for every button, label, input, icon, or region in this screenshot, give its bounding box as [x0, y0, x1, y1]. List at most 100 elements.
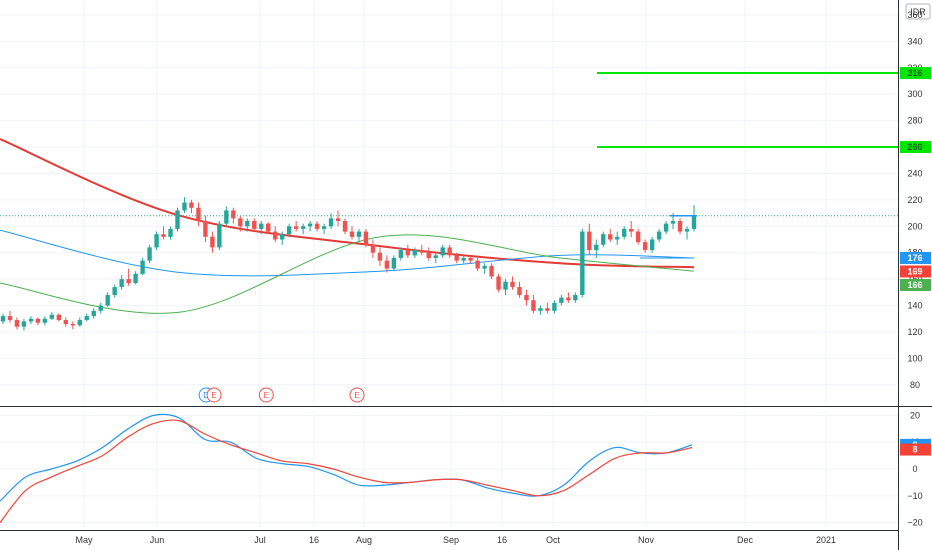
- candle-body: [293, 226, 299, 229]
- candle-body: [0, 316, 6, 322]
- candle-body: [112, 287, 117, 295]
- candle-body: [566, 297, 571, 301]
- target-badge-bg: [900, 67, 931, 80]
- event-marker: [206, 387, 222, 403]
- price-badge: 166: [907, 280, 922, 290]
- candle-body: [196, 207, 201, 221]
- candle-body: [42, 318, 48, 323]
- candle-body: [587, 231, 592, 251]
- candle-body: [84, 316, 89, 321]
- candle-body: [552, 302, 557, 311]
- candle-body: [580, 231, 585, 295]
- resistance-line[interactable]: [0, 214, 898, 259]
- price-badge: 169: [907, 266, 922, 276]
- candle-body: [217, 223, 222, 248]
- candle-body: [615, 236, 620, 240]
- candle-body: [238, 218, 243, 227]
- time-tick-label: 2021: [816, 535, 836, 545]
- price-axis[interactable]: 8010012014016018020022024026028030032034…: [907, 10, 922, 390]
- candle-body: [286, 226, 292, 235]
- candle-body: [454, 255, 459, 261]
- candle-body: [300, 226, 306, 229]
- event-label: E: [354, 391, 359, 400]
- candle-body: [433, 255, 438, 258]
- time-tick-label: Sep: [443, 535, 459, 545]
- macd-axis[interactable]: −20−1001020: [907, 410, 922, 527]
- candle-body: [161, 234, 166, 237]
- candle-body: [314, 223, 320, 229]
- time-tick-label: May: [75, 535, 93, 545]
- candle-body: [684, 228, 690, 232]
- target-badge: 260: [907, 142, 922, 152]
- candle-body: [398, 250, 404, 258]
- price-tick-label: 360: [907, 10, 922, 20]
- candle-body: [119, 279, 124, 288]
- time-tick-label: Jun: [150, 535, 165, 545]
- candle-body: [307, 223, 313, 227]
- price-tick-label: 340: [907, 36, 922, 46]
- candle-body: [91, 310, 96, 317]
- signal-line: [0, 419, 693, 524]
- candle-body: [440, 247, 445, 256]
- candle-body: [461, 257, 466, 261]
- candle-body: [370, 244, 376, 253]
- currency-label: IDR: [910, 7, 926, 17]
- candle-body: [670, 220, 676, 224]
- price-tick-label: 240: [907, 168, 922, 178]
- candle-body: [356, 231, 362, 237]
- candle-body: [266, 223, 271, 232]
- event-marker: [349, 387, 365, 403]
- candle-body: [342, 220, 348, 232]
- candle-body: [524, 294, 529, 301]
- macd-tick-label: 0: [912, 464, 917, 474]
- target-badge-bg: [900, 141, 931, 154]
- price-badge-bg: [900, 278, 931, 291]
- candle-body: [419, 250, 424, 253]
- candle-body: [252, 220, 257, 229]
- candle-body: [98, 305, 103, 311]
- candle-body: [363, 231, 369, 245]
- candle-body: [594, 244, 599, 251]
- candle-body: [642, 242, 648, 251]
- candle-body: [405, 250, 411, 256]
- price-tick-label: 300: [907, 89, 922, 99]
- price-tick-label: 120: [907, 327, 922, 337]
- time-tick-label: Oct: [546, 535, 561, 545]
- time-tick-label: Jul: [254, 535, 266, 545]
- candle-body: [154, 234, 159, 248]
- target-lines: [597, 72, 898, 149]
- candle-body: [510, 281, 515, 288]
- candle-body: [35, 318, 41, 323]
- candle-body: [189, 202, 194, 208]
- event-label: D: [203, 391, 209, 400]
- time-axis[interactable]: May Jun Jul 16 Aug Sep 16 Oct Nov Dec 2021: [75, 535, 836, 545]
- candle-body: [70, 324, 75, 326]
- candle-body: [377, 252, 383, 261]
- candle-body: [49, 314, 55, 319]
- candle-body: [349, 231, 355, 237]
- candle-body: [663, 223, 669, 232]
- price-badges: 31626017616916698: [900, 67, 931, 456]
- price-badge-bg: [900, 265, 931, 278]
- price-badge: 176: [907, 253, 922, 263]
- candle-body: [279, 234, 285, 240]
- grid: [0, 0, 898, 528]
- candle-body: [628, 228, 634, 232]
- candle-body: [426, 252, 431, 258]
- event-marker: [258, 387, 274, 403]
- macd-pane: [0, 413, 693, 524]
- candle-body: [231, 210, 236, 219]
- candle-body: [210, 236, 215, 248]
- candle-body: [489, 265, 494, 277]
- candle-body: [56, 314, 62, 321]
- candle-body: [273, 231, 278, 240]
- candle-body: [559, 297, 564, 303]
- candle-body: [147, 247, 152, 261]
- candle-body: [601, 234, 606, 245]
- candle-body: [77, 320, 82, 326]
- currency-box: [905, 3, 931, 20]
- candle-body: [328, 218, 334, 227]
- candle-body: [691, 215, 697, 229]
- candle-body: [14, 320, 20, 327]
